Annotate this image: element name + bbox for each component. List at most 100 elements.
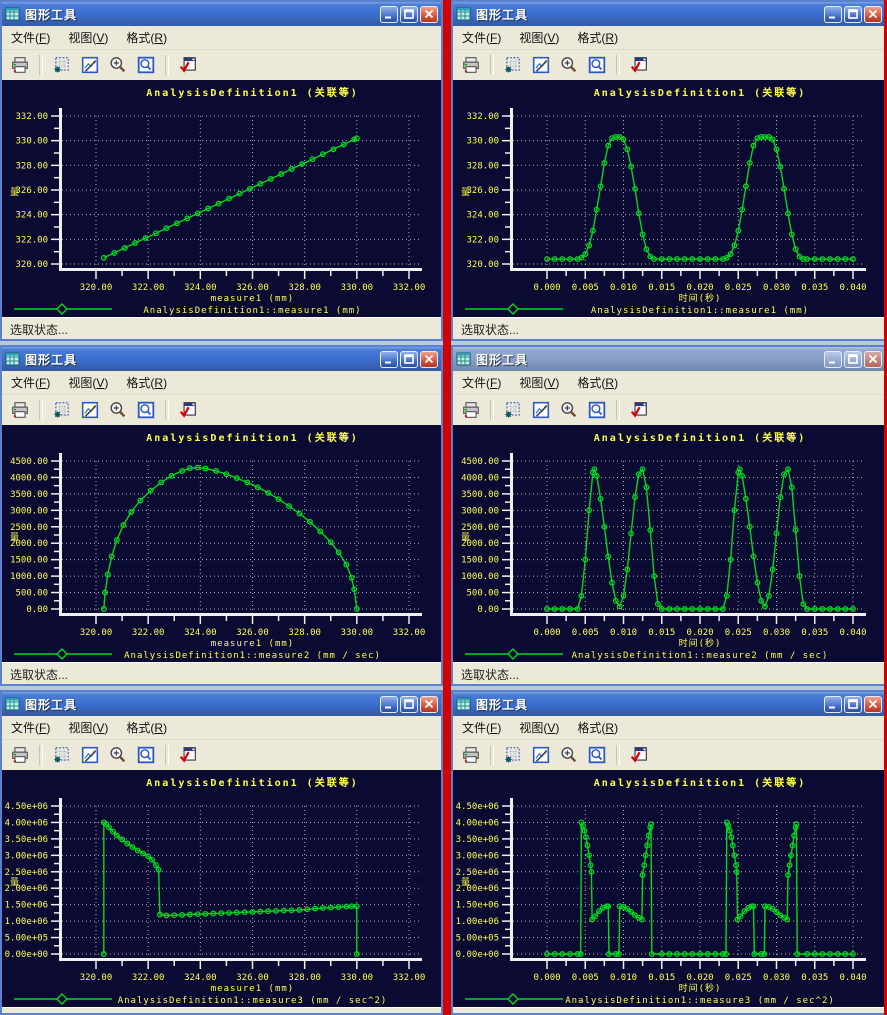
check-window-icon[interactable] [627, 743, 651, 767]
check-window-icon[interactable] [176, 743, 200, 767]
minimize-button[interactable] [824, 695, 842, 713]
menu-item-v[interactable]: 视图(V) [68, 31, 109, 45]
close-button[interactable] [420, 5, 438, 23]
menu-item-r[interactable]: 格式(R) [577, 376, 619, 390]
print-icon[interactable] [8, 53, 32, 77]
close-button[interactable] [420, 350, 438, 368]
maximize-button[interactable] [844, 5, 862, 23]
minimize-button[interactable] [380, 5, 398, 23]
print-icon[interactable] [8, 743, 32, 767]
maximize-button[interactable] [844, 350, 862, 368]
print-icon[interactable] [459, 398, 483, 422]
time-slider[interactable] [14, 303, 112, 315]
plot-canvas[interactable]: AnalysisDefinition1 (关联等) 4.50e+06 4.00e+0… [453, 770, 885, 1007]
slider-handle[interactable] [56, 303, 68, 315]
plot-canvas[interactable]: AnalysisDefinition1 (关联等) 332.00 330.00 328… [453, 80, 885, 317]
minimize-button[interactable] [380, 350, 398, 368]
minimize-button[interactable] [824, 5, 842, 23]
menu-item-f[interactable]: 文件(F) [11, 721, 51, 735]
titlebar[interactable]: 图形工具 [2, 692, 441, 716]
grid-icon[interactable] [50, 53, 74, 77]
plot-canvas[interactable]: AnalysisDefinition1 (关联等) 4.50e+06 4.00e+0… [2, 770, 441, 1007]
close-button[interactable] [864, 695, 882, 713]
menu-item-v[interactable]: 视图(V) [519, 721, 560, 735]
menu-item-f[interactable]: 文件(F) [462, 31, 502, 45]
slider-handle[interactable] [507, 993, 519, 1005]
zoom-in-icon[interactable] [557, 743, 581, 767]
close-button[interactable] [420, 695, 438, 713]
menu-item-r[interactable]: 格式(R) [126, 721, 168, 735]
chart-icon[interactable] [78, 743, 102, 767]
zoom-in-icon[interactable] [106, 743, 130, 767]
menu-item-v[interactable]: 视图(V) [68, 721, 109, 735]
grid-icon[interactable] [50, 398, 74, 422]
menu-item-r[interactable]: 格式(R) [577, 31, 619, 45]
chart-icon[interactable] [529, 743, 553, 767]
menu-item-v[interactable]: 视图(V) [68, 376, 109, 390]
menu-item-f[interactable]: 文件(F) [11, 31, 51, 45]
zoom-fit-icon[interactable] [585, 743, 609, 767]
chart-icon[interactable] [78, 53, 102, 77]
grid-icon[interactable] [501, 743, 525, 767]
minimize-button[interactable] [824, 350, 842, 368]
maximize-button[interactable] [400, 350, 418, 368]
menu-item-v[interactable]: 视图(V) [519, 376, 560, 390]
zoom-in-icon[interactable] [557, 398, 581, 422]
grid-icon[interactable] [501, 53, 525, 77]
print-icon[interactable] [8, 398, 32, 422]
print-icon[interactable] [459, 743, 483, 767]
check-window-icon[interactable] [176, 398, 200, 422]
maximize-button[interactable] [400, 5, 418, 23]
titlebar[interactable]: 图形工具 [2, 347, 441, 371]
zoom-fit-icon[interactable] [134, 398, 158, 422]
plot-canvas[interactable]: AnalysisDefinition1 (关联等) 332.00 330.00 328… [2, 80, 441, 317]
tick-marks [502, 805, 854, 969]
menu-item-f[interactable]: 文件(F) [11, 376, 51, 390]
menu-item-v[interactable]: 视图(V) [519, 31, 560, 45]
titlebar[interactable]: 图形工具 [453, 2, 885, 26]
menu-item-r[interactable]: 格式(R) [577, 721, 619, 735]
svg-text:3500.00: 3500.00 [461, 490, 499, 500]
chart-icon[interactable] [529, 398, 553, 422]
zoom-fit-icon[interactable] [585, 398, 609, 422]
titlebar[interactable]: 图形工具 [453, 347, 885, 371]
zoom-fit-icon[interactable] [134, 53, 158, 77]
slider-handle[interactable] [507, 303, 519, 315]
time-slider[interactable] [14, 993, 112, 1005]
close-button[interactable] [864, 5, 882, 23]
check-window-icon[interactable] [627, 53, 651, 77]
time-slider[interactable] [14, 648, 112, 660]
svg-text:0.00: 0.00 [477, 605, 499, 615]
check-window-icon[interactable] [176, 53, 200, 77]
chart-icon[interactable] [529, 53, 553, 77]
zoom-in-icon[interactable] [557, 53, 581, 77]
titlebar[interactable]: 图形工具 [2, 2, 441, 26]
check-window-icon[interactable] [627, 398, 651, 422]
grid-lines [62, 805, 421, 958]
time-slider[interactable] [465, 993, 563, 1005]
time-slider[interactable] [465, 303, 563, 315]
grid-icon[interactable] [50, 743, 74, 767]
plot-canvas[interactable]: AnalysisDefinition1 (关联等) 4500.00 4000.00 3… [453, 425, 885, 662]
menu-item-f[interactable]: 文件(F) [462, 376, 502, 390]
print-icon[interactable] [459, 53, 483, 77]
slider-handle[interactable] [507, 648, 519, 660]
chart-icon[interactable] [78, 398, 102, 422]
menu-item-r[interactable]: 格式(R) [126, 31, 168, 45]
minimize-button[interactable] [380, 695, 398, 713]
maximize-button[interactable] [844, 695, 862, 713]
plot-canvas[interactable]: AnalysisDefinition1 (关联等) 4500.00 4000.00 3… [2, 425, 441, 662]
zoom-fit-icon[interactable] [134, 743, 158, 767]
menu-item-f[interactable]: 文件(F) [462, 721, 502, 735]
zoom-in-icon[interactable] [106, 53, 130, 77]
slider-handle[interactable] [56, 993, 68, 1005]
slider-handle[interactable] [56, 648, 68, 660]
titlebar[interactable]: 图形工具 [453, 692, 885, 716]
time-slider[interactable] [465, 648, 563, 660]
zoom-in-icon[interactable] [106, 398, 130, 422]
grid-icon[interactable] [501, 398, 525, 422]
close-button[interactable] [864, 350, 882, 368]
menu-item-r[interactable]: 格式(R) [126, 376, 168, 390]
maximize-button[interactable] [400, 695, 418, 713]
zoom-fit-icon[interactable] [585, 53, 609, 77]
